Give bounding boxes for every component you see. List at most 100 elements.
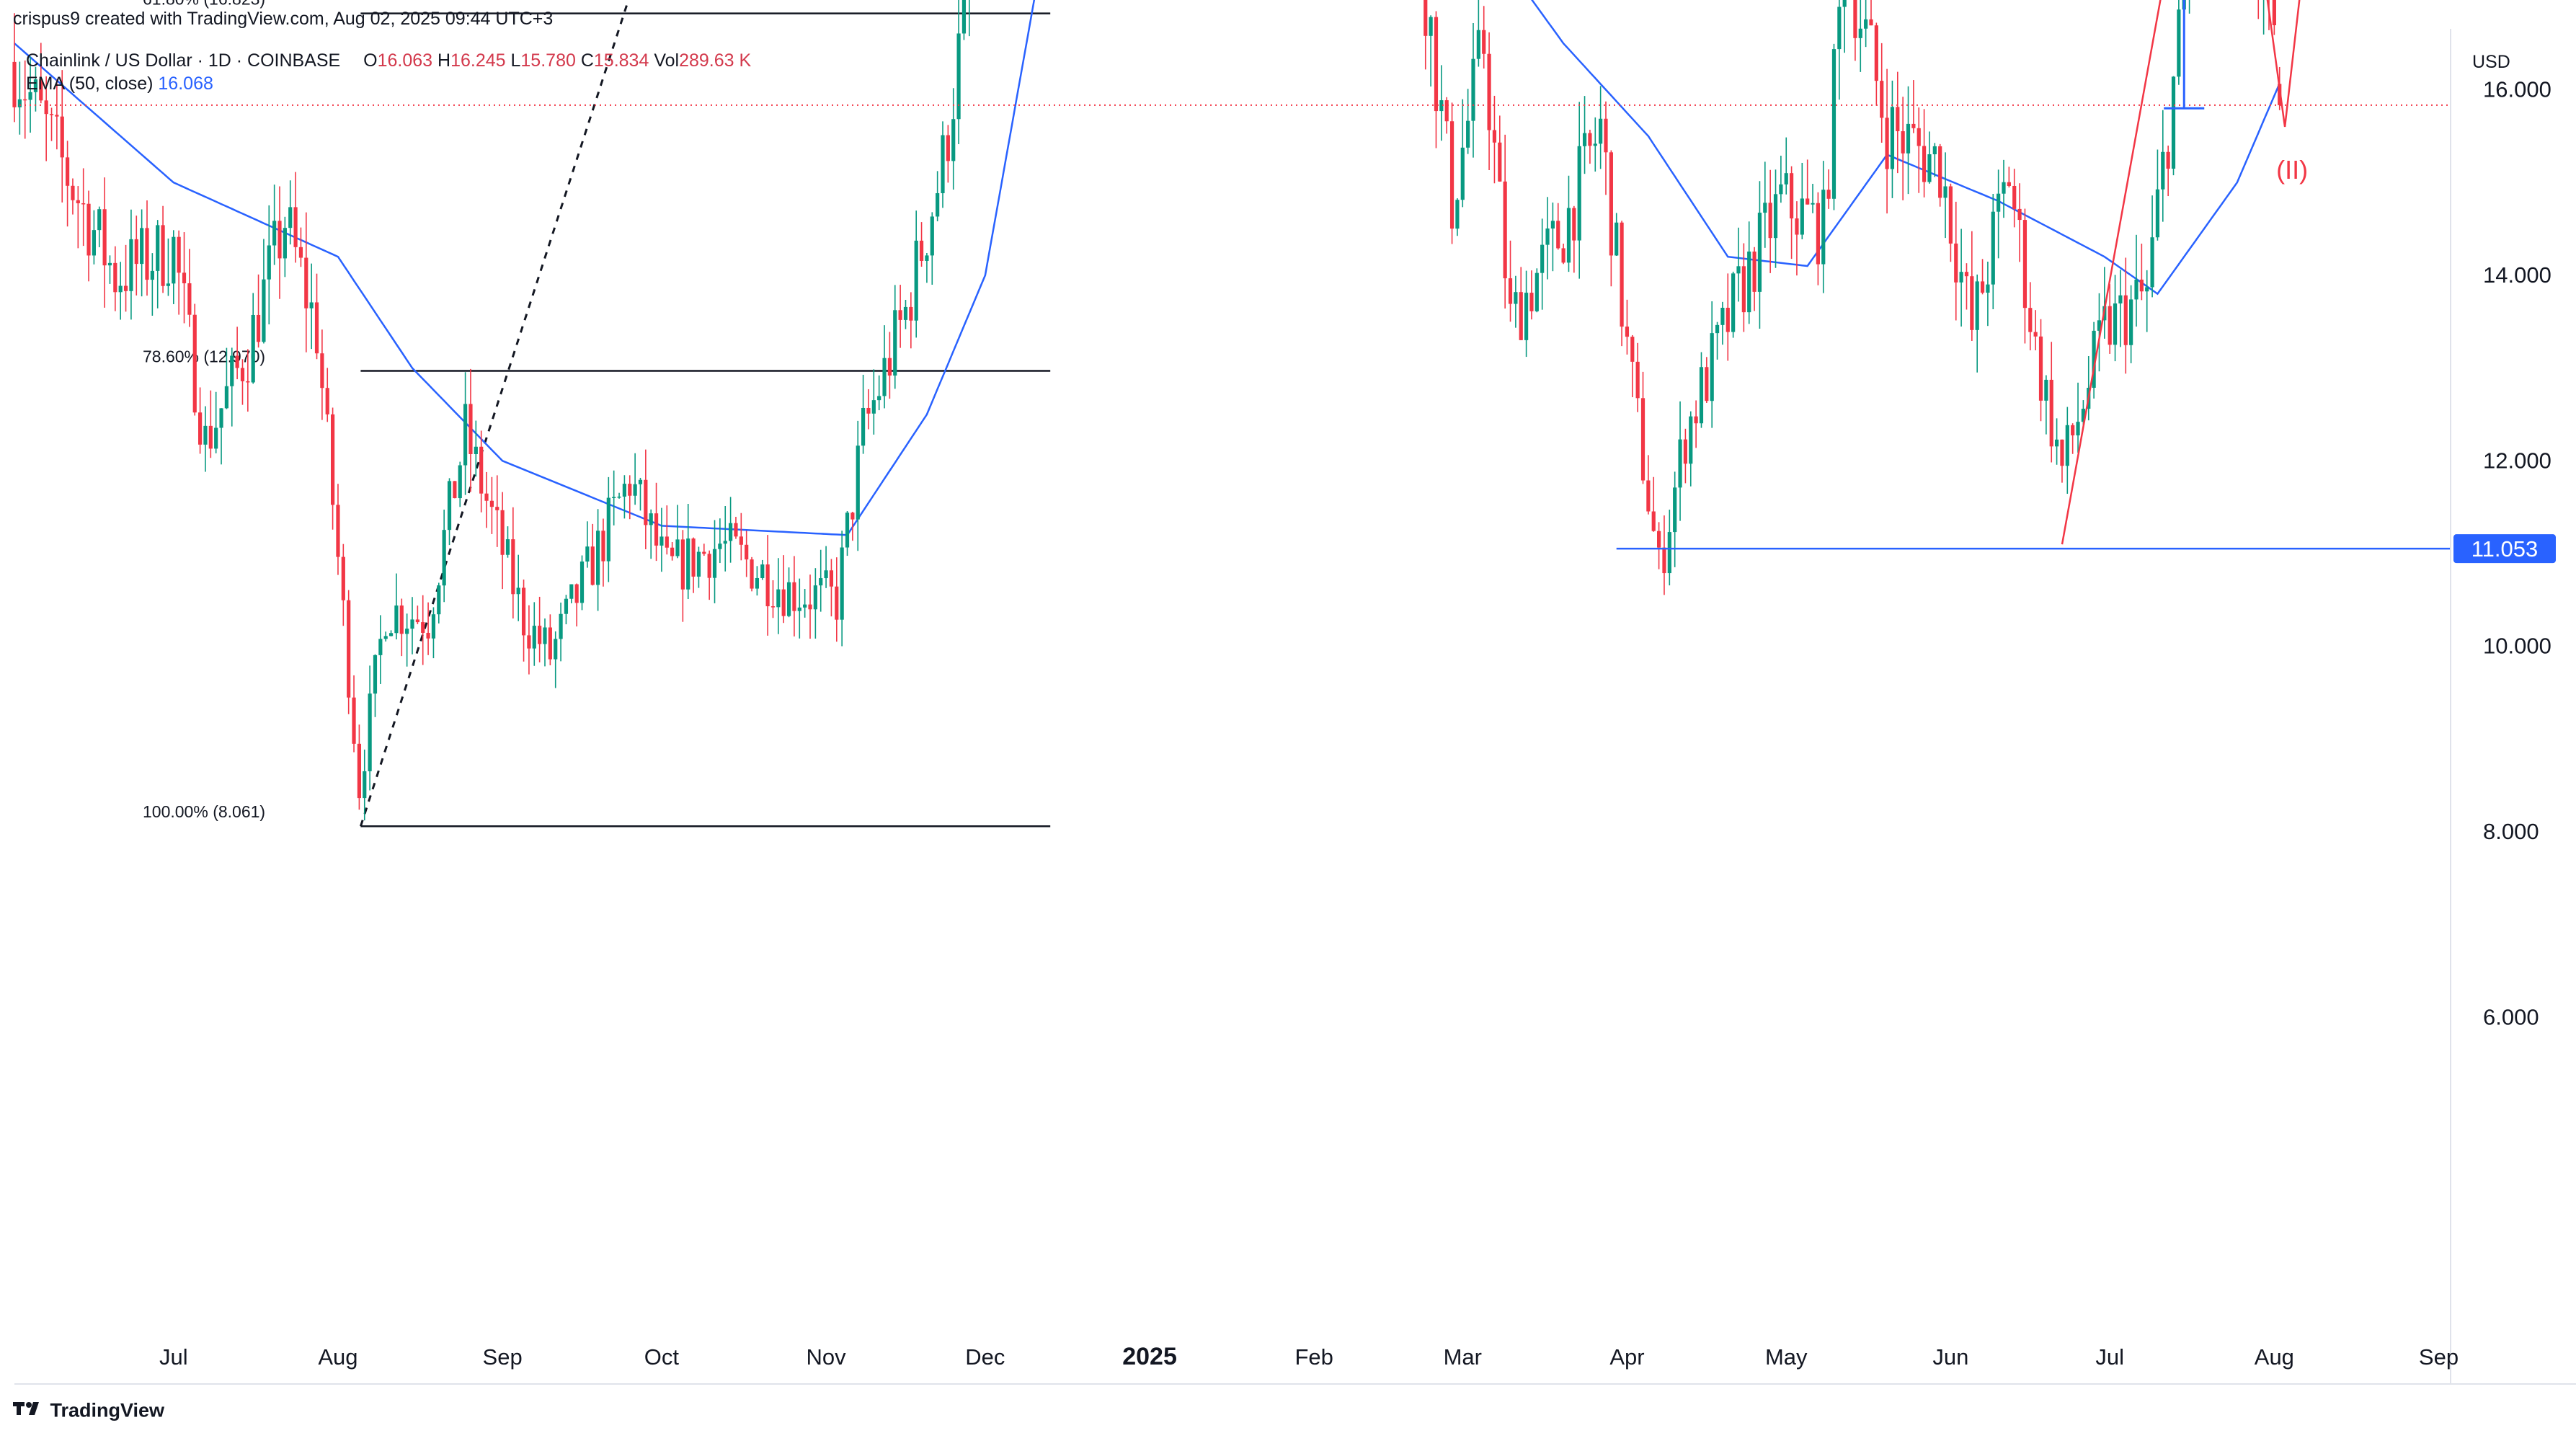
candle[interactable] <box>1790 166 1794 259</box>
candle[interactable] <box>336 484 340 575</box>
candle[interactable] <box>680 530 685 622</box>
candle[interactable] <box>2134 234 2138 327</box>
candle[interactable] <box>2017 183 2022 262</box>
candle[interactable] <box>1763 161 1767 248</box>
candle[interactable] <box>23 60 27 139</box>
candle[interactable] <box>532 602 536 666</box>
candle[interactable] <box>357 724 361 810</box>
candle[interactable] <box>320 329 324 420</box>
candle[interactable] <box>1455 198 1460 236</box>
candle[interactable] <box>559 602 563 662</box>
candle[interactable] <box>2012 169 2017 228</box>
candle[interactable] <box>1853 0 1857 61</box>
candle[interactable] <box>1831 43 1836 210</box>
candle[interactable] <box>967 0 971 37</box>
candle[interactable] <box>951 88 956 190</box>
candle[interactable] <box>1678 401 1682 521</box>
candle[interactable] <box>1593 117 1597 172</box>
candle[interactable] <box>2171 76 2176 176</box>
candle[interactable] <box>442 509 446 603</box>
candle[interactable] <box>1911 80 1916 133</box>
candle[interactable] <box>1630 334 1635 398</box>
candle[interactable] <box>123 244 128 312</box>
candle[interactable] <box>1503 134 1507 309</box>
candle[interactable] <box>283 216 287 278</box>
candle[interactable] <box>2155 149 2160 241</box>
candle[interactable] <box>383 631 388 642</box>
candle[interactable] <box>628 475 632 520</box>
candle[interactable] <box>1604 101 1608 195</box>
candle[interactable] <box>347 590 351 714</box>
candle[interactable] <box>2108 284 2112 354</box>
candle[interactable] <box>941 121 945 208</box>
candle[interactable] <box>277 186 282 299</box>
candle[interactable] <box>1890 80 1895 198</box>
candle[interactable] <box>314 273 319 360</box>
candle[interactable] <box>1837 0 1842 100</box>
candle[interactable] <box>564 595 569 625</box>
candle[interactable] <box>1811 184 1815 213</box>
candle[interactable] <box>1476 0 1480 67</box>
candle[interactable] <box>845 511 850 556</box>
candle[interactable] <box>909 292 913 349</box>
candle[interactable] <box>914 210 918 338</box>
candle[interactable] <box>203 406 208 472</box>
candle[interactable] <box>388 630 394 636</box>
candle[interactable] <box>527 605 531 675</box>
candle[interactable] <box>1699 352 1704 428</box>
candle[interactable] <box>723 505 727 572</box>
candle[interactable] <box>44 76 48 161</box>
candle[interactable] <box>750 556 754 592</box>
candle[interactable] <box>2145 270 2149 332</box>
candle[interactable] <box>1906 86 1911 195</box>
candle[interactable] <box>521 580 526 662</box>
candle[interactable] <box>1959 229 1963 327</box>
candle[interactable] <box>803 589 807 618</box>
candle[interactable] <box>405 613 409 667</box>
candle[interactable] <box>1492 95 1497 184</box>
candle[interactable] <box>856 420 860 551</box>
candle[interactable] <box>1646 455 1651 515</box>
candle[interactable] <box>538 596 542 662</box>
candle[interactable] <box>421 595 425 665</box>
candle[interactable] <box>102 177 107 308</box>
candle[interactable] <box>596 509 600 611</box>
candle[interactable] <box>871 369 876 435</box>
candle[interactable] <box>86 190 91 282</box>
candle[interactable] <box>187 249 192 327</box>
candle[interactable] <box>829 559 834 617</box>
candle[interactable] <box>1635 342 1640 412</box>
candle[interactable] <box>1938 143 1942 207</box>
candle[interactable] <box>1471 23 1475 158</box>
candle[interactable] <box>1975 274 1979 373</box>
candle[interactable] <box>2129 285 2133 363</box>
candle[interactable] <box>262 239 266 344</box>
candle[interactable] <box>1800 162 1804 239</box>
candle[interactable] <box>1927 131 1932 184</box>
candle[interactable] <box>835 557 839 642</box>
candle[interactable] <box>2055 418 2059 465</box>
candle[interactable] <box>166 238 171 296</box>
horizontal-lines[interactable]: 9.880 (62.57%) 9,880 <box>14 0 2451 550</box>
candlestick-series[interactable] <box>12 0 2282 821</box>
candle[interactable] <box>156 220 160 309</box>
candle[interactable] <box>1599 86 1603 169</box>
candle[interactable] <box>930 212 934 285</box>
candle[interactable] <box>2049 342 2053 463</box>
candle[interactable] <box>468 368 473 492</box>
candle[interactable] <box>554 631 558 688</box>
candle[interactable] <box>2150 195 2154 298</box>
candle[interactable] <box>1615 213 1619 257</box>
candle[interactable] <box>712 520 717 603</box>
candle[interactable] <box>1715 321 1720 360</box>
candle[interactable] <box>585 521 590 568</box>
candle[interactable] <box>2139 243 2144 301</box>
candle[interactable] <box>734 516 738 539</box>
candle[interactable] <box>1667 510 1671 586</box>
candle[interactable] <box>1858 0 1862 72</box>
candle[interactable] <box>219 408 223 465</box>
candle[interactable] <box>516 554 520 621</box>
candle[interactable] <box>66 141 70 227</box>
candle[interactable] <box>71 178 75 215</box>
candle[interactable] <box>298 227 303 267</box>
